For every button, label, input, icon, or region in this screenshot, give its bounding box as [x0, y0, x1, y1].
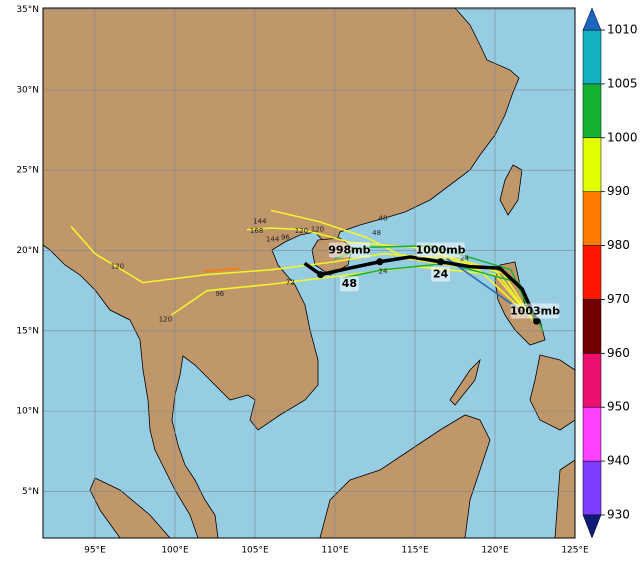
- pressure-label: 1003mb: [510, 305, 560, 318]
- member-hour-label: 144: [253, 218, 267, 226]
- y-tick-label: 25°N: [16, 166, 39, 176]
- member-hour-label: 96: [215, 290, 224, 298]
- ensemble-track: [203, 267, 240, 273]
- colorbar-tick-label: 1010: [607, 23, 638, 37]
- y-tick-label: 30°N: [16, 85, 39, 95]
- member-hour-label: 72: [286, 279, 295, 287]
- x-tick-label: 120°E: [481, 546, 509, 556]
- y-tick-label: 5°N: [22, 487, 39, 497]
- member-hour-label: 168: [250, 227, 263, 235]
- member-hour-label: 24: [379, 267, 388, 275]
- ensemble-track: [246, 227, 536, 324]
- hour-label: 24: [433, 268, 449, 281]
- x-tick-label: 115°E: [401, 546, 429, 556]
- colorbar-tick-label: 980: [607, 238, 630, 252]
- colorbar-segment: [582, 191, 602, 246]
- ensemble-track: [171, 265, 536, 324]
- y-tick-label: 10°N: [16, 407, 39, 417]
- colorbar-over: [582, 7, 602, 31]
- colorbar-tick-label: 940: [607, 454, 630, 468]
- colorbar-segment: [582, 406, 602, 462]
- x-tick-label: 110°E: [321, 546, 349, 556]
- hour-label-box: [340, 276, 359, 292]
- colorbar-tick-label: 950: [607, 400, 630, 414]
- member-hour-label: 120: [295, 227, 308, 235]
- member-hour-label: 96: [281, 234, 290, 242]
- pressure-label-box: [328, 242, 370, 258]
- member-hour-label: 48: [379, 214, 388, 222]
- frame: [42, 7, 576, 539]
- pressure-label-box: [510, 303, 560, 319]
- track-point: [437, 258, 445, 266]
- colorbar-segment: [582, 353, 602, 408]
- pressure-label: 998mb: [328, 244, 370, 257]
- colorbar-segment: [582, 299, 602, 354]
- colorbar-tick-label: 970: [607, 292, 630, 306]
- colorbar-tick-label: 960: [607, 346, 630, 360]
- colorbar-segment: [582, 83, 602, 139]
- y-tick-label: 15°N: [16, 326, 39, 336]
- tracks: [70, 209, 544, 332]
- member-hour-label: 144: [266, 235, 280, 243]
- colorbar-tick-label: 1000: [607, 130, 638, 144]
- x-tick-label: 105°E: [241, 546, 269, 556]
- member-hour-label: 120: [159, 316, 172, 324]
- colorbar-tick-label: 990: [607, 184, 630, 198]
- x-tick-label: 125°E: [561, 546, 589, 556]
- pressure-label-box: [416, 242, 465, 258]
- colorbar-segment: [582, 460, 602, 516]
- colorbar-segment: [582, 137, 602, 192]
- mean-track: [303, 255, 539, 322]
- ensemble-track: [270, 209, 528, 316]
- labels: 95°E 100°E 105°E 110°E 115°E 120°E 125°E 5°N 10°…: [16, 5, 589, 555]
- hour-label: 48: [342, 277, 357, 290]
- colorbar-tick-label: 1005: [607, 76, 638, 90]
- hour-label-box: [431, 266, 450, 282]
- colorbar-segment: [582, 29, 602, 85]
- colorbar-tick-label: 930: [607, 508, 630, 522]
- track-point: [317, 271, 325, 279]
- colorbar: 930 940 950 960 970 980 990 1000 1005 1010: [582, 7, 638, 539]
- member-hour-label: 48: [372, 229, 381, 237]
- y-tick-label: 35°N: [16, 5, 39, 15]
- member-hour-label: 120: [111, 263, 124, 271]
- colorbar-segment: [582, 245, 602, 300]
- pressure-label: 1000mb: [416, 244, 466, 257]
- member-hour-label: 24: [460, 255, 469, 263]
- y-tick-label: 20°N: [16, 246, 39, 256]
- x-tick-label: 95°E: [84, 546, 106, 556]
- colorbar-under: [582, 514, 602, 539]
- track-point: [533, 317, 541, 325]
- member-hour-label: 120: [311, 226, 324, 234]
- x-tick-label: 100°E: [161, 546, 189, 556]
- track-point: [376, 258, 384, 266]
